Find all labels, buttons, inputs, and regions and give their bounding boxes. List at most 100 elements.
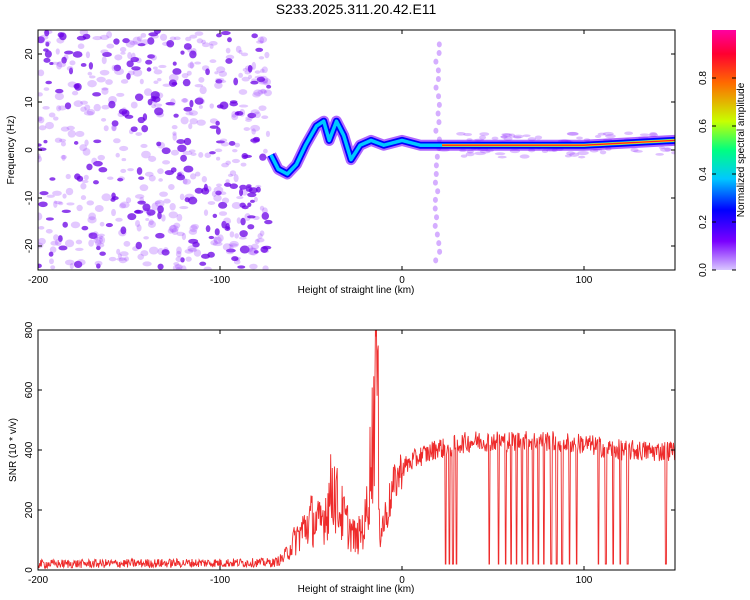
noise-speckle <box>86 200 95 206</box>
noise-speckle <box>137 43 146 47</box>
noise-speckle <box>161 214 166 222</box>
noise-speckle <box>161 249 170 256</box>
noise-speckle <box>214 228 220 236</box>
noise-speckle <box>127 52 132 59</box>
noise-speckle <box>213 236 218 243</box>
band-speckle <box>519 154 530 159</box>
noise-speckle <box>43 139 48 144</box>
noise-speckle <box>155 232 165 239</box>
band-speckle <box>460 154 468 158</box>
noise-speckle <box>209 125 219 129</box>
noise-speckle <box>168 211 178 219</box>
colorbar-tick-label: 0.4 <box>698 167 709 181</box>
noise-speckle <box>113 138 121 144</box>
noise-speckle <box>183 165 194 173</box>
noise-speckle <box>49 61 54 66</box>
noise-speckle <box>254 70 261 74</box>
noise-speckle <box>76 204 83 212</box>
noise-speckle <box>239 245 250 254</box>
noise-speckle <box>250 124 261 132</box>
noise-speckle <box>180 154 187 162</box>
noise-speckle <box>182 78 191 87</box>
noise-speckle <box>137 253 145 260</box>
noise-speckle <box>215 77 225 82</box>
noise-speckle <box>119 46 127 53</box>
band-speckle <box>597 132 607 136</box>
noise-speckle <box>225 47 231 54</box>
noise-speckle <box>125 197 132 204</box>
noise-speckle <box>194 61 202 65</box>
noise-speckle <box>102 52 112 57</box>
noise-speckle <box>181 98 189 103</box>
noise-speckle <box>121 157 127 162</box>
noise-speckle <box>242 67 248 72</box>
noise-speckle <box>147 220 156 228</box>
noise-speckle <box>59 32 67 41</box>
noise-speckle <box>65 187 74 196</box>
noise-speckle <box>125 40 135 48</box>
noise-speckle <box>175 267 182 270</box>
snr-xtick-label: -200 <box>28 575 48 586</box>
noise-speckle <box>62 221 68 228</box>
noise-speckle <box>212 213 218 218</box>
noise-speckle <box>87 80 97 88</box>
noise-speckle <box>98 235 103 240</box>
band-speckle <box>569 152 580 157</box>
noise-speckle <box>201 39 206 45</box>
band-speckle <box>671 151 675 155</box>
noise-speckle <box>173 222 181 229</box>
noise-speckle <box>176 139 186 145</box>
noise-speckle <box>245 118 252 122</box>
noise-speckle <box>111 120 119 127</box>
noise-speckle <box>198 152 204 158</box>
spectrogram-ytick-label: 10 <box>24 96 35 108</box>
noise-speckle <box>127 213 137 221</box>
noise-speckle <box>120 51 126 55</box>
noise-speckle <box>234 111 244 116</box>
noise-speckle <box>81 179 89 184</box>
band-speckle <box>456 132 466 136</box>
noise-speckle <box>130 126 138 133</box>
noise-speckle <box>99 69 110 76</box>
noise-speckle <box>253 136 260 142</box>
noise-speckle <box>204 152 212 158</box>
noise-speckle <box>189 99 194 108</box>
noise-speckle <box>188 123 193 130</box>
noise-speckle <box>120 226 127 235</box>
band-speckle <box>522 134 531 138</box>
noise-speckle <box>203 209 209 216</box>
noise-speckle <box>61 209 71 214</box>
streak-speckle <box>433 127 439 134</box>
noise-speckle <box>256 186 261 193</box>
noise-speckle <box>88 75 96 79</box>
ridge-core <box>269 119 675 176</box>
noise-speckle <box>79 30 89 36</box>
noise-speckle <box>181 265 187 270</box>
noise-speckle <box>54 137 63 143</box>
noise-speckle <box>72 51 83 58</box>
streak-speckle <box>436 50 442 57</box>
band-speckle <box>513 136 522 139</box>
noise-speckle <box>209 103 214 109</box>
noise-speckle <box>75 239 83 245</box>
band-speckle <box>630 147 639 153</box>
noise-speckle <box>153 69 163 75</box>
noise-speckle <box>173 262 180 266</box>
noise-speckle <box>216 66 226 73</box>
noise-speckle <box>258 80 268 85</box>
noise-speckle <box>266 84 272 89</box>
noise-speckle <box>136 167 143 175</box>
noise-speckle <box>64 239 75 248</box>
noise-speckle <box>225 58 233 64</box>
noise-speckle <box>119 203 127 209</box>
noise-speckle <box>45 41 50 47</box>
streak-speckle <box>436 93 442 100</box>
noise-speckle <box>71 90 79 96</box>
noise-speckle <box>246 244 254 252</box>
noise-speckle <box>95 239 102 247</box>
noise-speckle <box>58 105 67 111</box>
noise-speckle <box>150 54 157 61</box>
noise-speckle <box>131 52 136 60</box>
noise-speckle <box>216 183 222 187</box>
noise-speckle <box>50 240 59 246</box>
